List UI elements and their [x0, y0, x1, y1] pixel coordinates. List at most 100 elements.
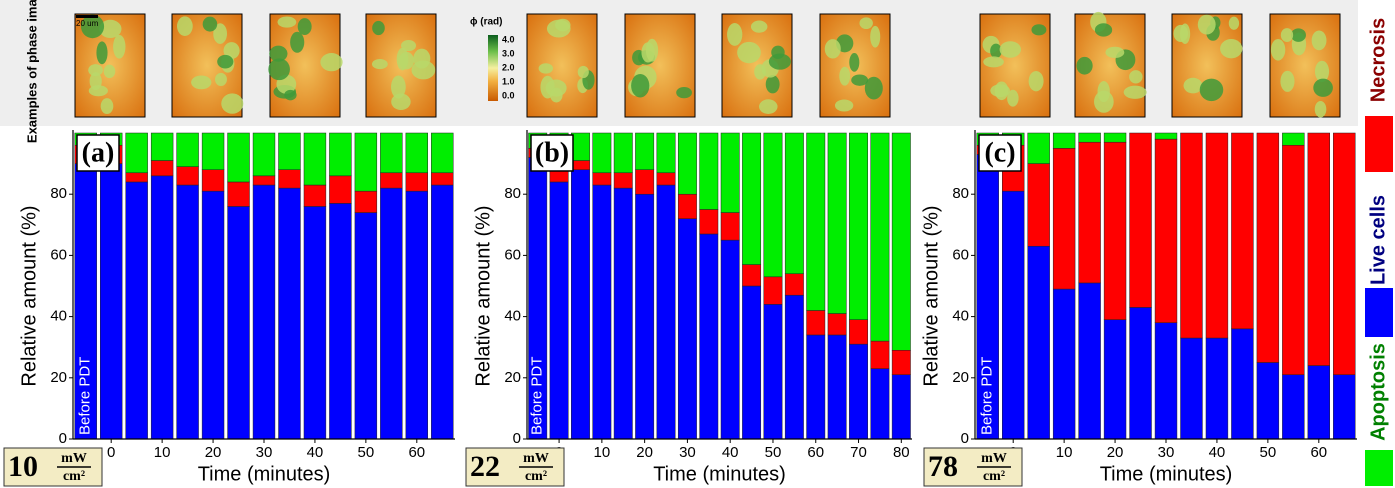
x-tick-label: 70 [850, 444, 867, 461]
bar-segment [201, 169, 225, 192]
bar-segment [763, 276, 783, 305]
bar-segment [354, 190, 378, 213]
cell [191, 75, 212, 90]
cell [645, 38, 659, 62]
bar-segment [1078, 282, 1101, 440]
category-label: Before PDT [529, 357, 546, 435]
bar-segment [870, 368, 890, 440]
cell [550, 87, 563, 103]
bar-segment [571, 169, 590, 440]
cell [1007, 89, 1019, 107]
bar-segment [677, 132, 697, 195]
bar-segment [742, 132, 762, 265]
bar-segment [592, 184, 612, 440]
y-axis-title: Relative amount (%) [920, 205, 942, 386]
bar-segment [303, 184, 327, 207]
bar-segment [656, 132, 676, 174]
x-tick-label: 20 [1107, 444, 1124, 461]
cell [990, 43, 1002, 59]
bar-segment [380, 132, 403, 174]
cell [103, 64, 116, 79]
bar-segment [1027, 132, 1050, 164]
cell [277, 16, 297, 28]
cell [269, 45, 288, 62]
cell [217, 54, 234, 69]
x-tick-label: 0 [107, 444, 115, 461]
cell [577, 65, 589, 79]
cell [859, 17, 873, 30]
cell [371, 59, 388, 70]
cell [824, 39, 841, 59]
x-tick-label: 30 [1158, 444, 1175, 461]
y-tick-label: 20 [50, 369, 67, 386]
bar-segment [1052, 132, 1076, 149]
cell [765, 75, 780, 94]
bar-segment [784, 132, 804, 275]
bar-segment [405, 172, 429, 192]
colorbar-tick: 1.0 [502, 76, 515, 86]
cell [1290, 28, 1306, 42]
bar-segment [1282, 144, 1305, 375]
bar-segment [592, 132, 612, 174]
bar-segment [1027, 163, 1050, 247]
cell [1280, 28, 1294, 42]
power-value: 10 [8, 450, 38, 483]
bar-segment [1129, 307, 1152, 440]
bar-segment [1282, 132, 1305, 146]
power-unit-top: mW [981, 451, 1007, 466]
cell [1173, 24, 1189, 42]
panel-label: (a) [82, 137, 115, 168]
cell [202, 16, 218, 32]
bar-segment [763, 132, 783, 278]
x-tick-label: 60 [1310, 444, 1327, 461]
y-tick-label: 60 [50, 246, 67, 263]
bar-segment [252, 132, 276, 177]
bar-segment [571, 132, 590, 161]
bar-segment [613, 172, 633, 189]
cell [1220, 39, 1243, 59]
x-tick-label: 40 [722, 444, 739, 461]
cell [1314, 100, 1327, 118]
bar-segment [303, 206, 327, 440]
strip-label: Examples of phase images [24, 0, 39, 143]
bar-segment [891, 132, 911, 351]
cell [268, 58, 290, 81]
bar-segment [613, 187, 633, 440]
bar-segment [699, 209, 719, 235]
cell [1097, 81, 1110, 103]
bar-segment [806, 132, 826, 311]
bar-segment [1307, 132, 1331, 366]
bar-segment [849, 132, 868, 320]
bar-segment [1001, 190, 1025, 440]
cell [727, 22, 743, 46]
bar-segment [405, 190, 429, 440]
y-tick-label: 0 [59, 430, 67, 447]
cell [864, 76, 883, 100]
power-unit-top: mW [523, 451, 549, 466]
legend-label: Live cells [1367, 195, 1389, 285]
bar-segment [806, 334, 826, 440]
cell [737, 41, 761, 64]
panel-label: (c) [984, 137, 1015, 168]
bar-segment [278, 132, 301, 170]
bar-segment [784, 273, 804, 296]
cell [1105, 46, 1125, 59]
bar-segment [763, 304, 783, 440]
cell [1028, 70, 1044, 92]
bar-segment [201, 190, 225, 440]
bar-segment [784, 294, 804, 440]
phase-image [624, 13, 696, 118]
legend-label: Necrosis [1367, 18, 1389, 103]
cell [89, 72, 102, 91]
x-tick-label: 40 [307, 444, 324, 461]
cell [1076, 56, 1093, 75]
bar-segment [278, 187, 301, 440]
y-tick-label: 40 [50, 308, 67, 325]
bar-segment [1052, 288, 1076, 440]
cell [391, 93, 411, 110]
x-axis-title: Time (minutes) [653, 463, 786, 485]
bar-segment [1154, 138, 1178, 323]
cell [1129, 70, 1143, 84]
cell [88, 64, 103, 77]
bar-segment [1103, 319, 1127, 440]
